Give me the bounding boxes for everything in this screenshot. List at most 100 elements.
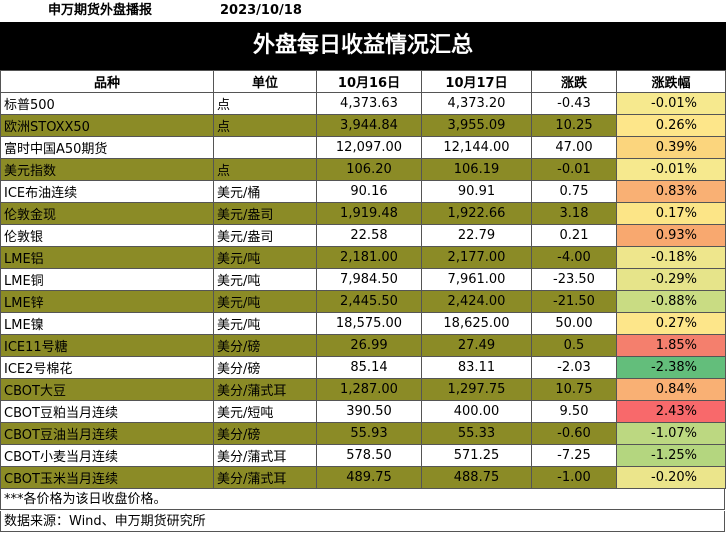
cell-change-pct: 0.27% [616, 312, 726, 335]
cell-change: -0.60 [531, 422, 617, 445]
cell-day2: 571.25 [421, 444, 532, 467]
top-bar: 申万期货外盘播报 2023/10/18 [0, 0, 726, 23]
cell-unit: 美元/吨 [213, 312, 317, 335]
table-row: CBOT豆粕当月连续 美元/短吨 390.50 400.00 9.50 2.43% [0, 400, 726, 423]
cell-change-pct: -0.01% [616, 158, 726, 181]
cell-variety: 美元指数 [0, 158, 214, 181]
cell-day1: 12,097.00 [316, 136, 422, 159]
cell-change: 10.25 [531, 114, 617, 137]
cell-day2: 90.91 [421, 180, 532, 203]
cell-change: 50.00 [531, 312, 617, 335]
cell-variety: 欧洲STOXX50 [0, 114, 214, 137]
col-header-variety: 品种 [0, 70, 214, 93]
cell-change-pct: -0.18% [616, 246, 726, 269]
col-header-change: 涨跌 [531, 70, 617, 93]
cell-change-pct: -0.20% [616, 466, 726, 489]
cell-change-pct: 0.83% [616, 180, 726, 203]
cell-day2: 106.19 [421, 158, 532, 181]
cell-day2: 83.11 [421, 356, 532, 379]
cell-change-pct: 0.84% [616, 378, 726, 401]
brand-label: 申万期货外盘播报 [48, 3, 153, 18]
cell-change-pct: -0.01% [616, 92, 726, 115]
cell-change-pct: -1.25% [616, 444, 726, 467]
cell-change-pct: 2.43% [616, 400, 726, 423]
cell-unit: 美分/磅 [213, 334, 317, 357]
cell-variety: CBOT豆油当月连续 [0, 422, 214, 445]
cell-unit: 美分/蒲式耳 [213, 444, 317, 467]
cell-day1: 4,373.63 [316, 92, 422, 115]
cell-unit: 美元/桶 [213, 180, 317, 203]
cell-unit: 美元/吨 [213, 246, 317, 269]
cell-day1: 90.16 [316, 180, 422, 203]
cell-change-pct: 0.93% [616, 224, 726, 247]
cell-unit: 美元/吨 [213, 268, 317, 291]
cell-change: 0.75 [531, 180, 617, 203]
table-row: ICE布油连续 美元/桶 90.16 90.91 0.75 0.83% [0, 180, 726, 203]
cell-change: -4.00 [531, 246, 617, 269]
cell-change: -0.43 [531, 92, 617, 115]
cell-unit: 美分/磅 [213, 422, 317, 445]
cell-variety: LME铜 [0, 268, 214, 291]
cell-unit [213, 136, 317, 159]
cell-day1: 55.93 [316, 422, 422, 445]
cell-change: -7.25 [531, 444, 617, 467]
cell-day1: 22.58 [316, 224, 422, 247]
cell-unit: 美元/短吨 [213, 400, 317, 423]
cell-day2: 488.75 [421, 466, 532, 489]
returns-table: 品种 单位 10月16日 10月17日 涨跌 涨跌幅 标普500 点 4,373.6… [0, 70, 726, 489]
cell-day2: 55.33 [421, 422, 532, 445]
cell-day1: 2,181.00 [316, 246, 422, 269]
cell-unit: 点 [213, 114, 317, 137]
cell-variety: LME锌 [0, 290, 214, 313]
table-row: 伦敦金现 美元/盎司 1,919.48 1,922.66 3.18 0.17% [0, 202, 726, 225]
cell-change-pct: -2.38% [616, 356, 726, 379]
cell-day1: 2,445.50 [316, 290, 422, 313]
col-header-change-pct: 涨跌幅 [616, 70, 726, 93]
cell-variety: ICE11号糖 [0, 334, 214, 357]
cell-day1: 390.50 [316, 400, 422, 423]
cell-change-pct: 0.39% [616, 136, 726, 159]
table-row: CBOT大豆 美分/蒲式耳 1,287.00 1,297.75 10.75 0.84% [0, 378, 726, 401]
table-row: 欧洲STOXX50 点 3,944.84 3,955.09 10.25 0.26% [0, 114, 726, 137]
table-row: LME锌 美元/吨 2,445.50 2,424.00 -21.50 -0.88% [0, 290, 726, 313]
cell-change: 0.21 [531, 224, 617, 247]
cell-change: 0.5 [531, 334, 617, 357]
table-row: 富时中国A50期货 12,097.00 12,144.00 47.00 0.39% [0, 136, 726, 159]
cell-unit: 美元/盎司 [213, 202, 317, 225]
table-row: LME铜 美元/吨 7,984.50 7,961.00 -23.50 -0.29% [0, 268, 726, 291]
cell-change: 9.50 [531, 400, 617, 423]
table-row: 标普500 点 4,373.63 4,373.20 -0.43 -0.01% [0, 92, 726, 115]
table-row: CBOT豆油当月连续 美分/磅 55.93 55.33 -0.60 -1.07% [0, 422, 726, 445]
cell-change-pct: 0.26% [616, 114, 726, 137]
cell-day2: 7,961.00 [421, 268, 532, 291]
cell-change: -1.00 [531, 466, 617, 489]
cell-change-pct: -0.29% [616, 268, 726, 291]
table-row: CBOT小麦当月连续 美分/蒲式耳 578.50 571.25 -7.25 -1.25% [0, 444, 726, 467]
cell-variety: 富时中国A50期货 [0, 136, 214, 159]
cell-change: -0.01 [531, 158, 617, 181]
cell-change-pct: 1.85% [616, 334, 726, 357]
cell-day1: 578.50 [316, 444, 422, 467]
cell-unit: 点 [213, 158, 317, 181]
cell-unit: 美元/吨 [213, 290, 317, 313]
cell-unit: 点 [213, 92, 317, 115]
cell-day2: 400.00 [421, 400, 532, 423]
col-header-day2: 10月17日 [421, 70, 532, 93]
cell-day2: 18,625.00 [421, 312, 532, 335]
cell-variety: CBOT玉米当月连续 [0, 466, 214, 489]
cell-variety: 伦敦金现 [0, 202, 214, 225]
cell-day2: 22.79 [421, 224, 532, 247]
cell-change: 10.75 [531, 378, 617, 401]
cell-day1: 3,944.84 [316, 114, 422, 137]
table-body: 标普500 点 4,373.63 4,373.20 -0.43 -0.01% 欧洲STOXX… [0, 92, 726, 489]
cell-day2: 2,177.00 [421, 246, 532, 269]
cell-day2: 1,922.66 [421, 202, 532, 225]
cell-change: 3.18 [531, 202, 617, 225]
col-header-unit: 单位 [213, 70, 317, 93]
cell-day2: 2,424.00 [421, 290, 532, 313]
table-header-row: 品种 单位 10月16日 10月17日 涨跌 涨跌幅 [0, 70, 726, 93]
cell-day2: 27.49 [421, 334, 532, 357]
cell-change: -23.50 [531, 268, 617, 291]
table-row: ICE11号糖 美分/磅 26.99 27.49 0.5 1.85% [0, 334, 726, 357]
